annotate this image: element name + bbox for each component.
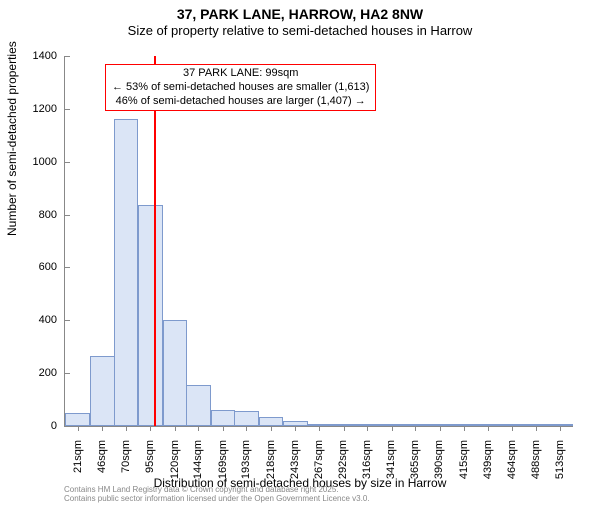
histogram-bar xyxy=(163,320,188,426)
x-tick xyxy=(223,426,224,431)
histogram-bar xyxy=(114,119,139,426)
y-tick-label: 400 xyxy=(39,314,57,326)
x-tick xyxy=(464,426,465,431)
x-tick-label: 390sqm xyxy=(434,440,446,479)
x-tick xyxy=(560,426,561,431)
y-tick xyxy=(65,320,70,321)
annotation-line2: ← 53% of semi-detached houses are smalle… xyxy=(112,81,369,95)
y-tick-label: 800 xyxy=(39,209,57,221)
x-tick xyxy=(198,426,199,431)
x-tick xyxy=(367,426,368,431)
x-tick-label: 292sqm xyxy=(338,440,350,479)
y-tick xyxy=(65,267,70,268)
x-tick xyxy=(536,426,537,431)
x-tick-label: 218sqm xyxy=(265,440,277,479)
x-tick xyxy=(344,426,345,431)
x-tick-label: 144sqm xyxy=(192,440,204,479)
annotation-line1: 37 PARK LANE: 99sqm xyxy=(112,67,369,81)
x-tick-label: 120sqm xyxy=(169,440,181,479)
histogram-bar xyxy=(186,385,211,426)
x-tick-label: 341sqm xyxy=(386,440,398,479)
x-tick-label: 267sqm xyxy=(313,440,325,479)
x-tick-label: 439sqm xyxy=(482,440,494,479)
x-tick-label: 70sqm xyxy=(120,440,132,473)
y-tick-label: 200 xyxy=(39,367,57,379)
y-tick-label: 600 xyxy=(39,261,57,273)
x-tick-label: 21sqm xyxy=(72,440,84,473)
chart-subtitle: Size of property relative to semi-detach… xyxy=(0,23,600,38)
x-tick xyxy=(126,426,127,431)
y-tick xyxy=(65,215,70,216)
y-tick xyxy=(65,373,70,374)
y-tick xyxy=(65,56,70,57)
y-tick-label: 1000 xyxy=(33,156,57,168)
y-axis-label: Number of semi-detached properties xyxy=(5,41,19,236)
chart-title: 37, PARK LANE, HARROW, HA2 8NW xyxy=(0,6,600,22)
x-tick-label: 513sqm xyxy=(554,440,566,479)
chart-plot-area: 020040060080010001200140021sqm46sqm70sqm… xyxy=(64,56,573,427)
y-tick xyxy=(65,109,70,110)
x-tick xyxy=(440,426,441,431)
x-tick-label: 169sqm xyxy=(217,440,229,479)
x-tick-label: 46sqm xyxy=(96,440,108,473)
x-tick xyxy=(271,426,272,431)
x-tick xyxy=(150,426,151,431)
histogram-bar xyxy=(65,413,90,426)
histogram-bar xyxy=(211,410,236,426)
y-tick-label: 0 xyxy=(51,420,57,432)
x-tick xyxy=(295,426,296,431)
attribution-text: Contains HM Land Registry data © Crown c… xyxy=(64,486,370,504)
annotation-box: 37 PARK LANE: 99sqm← 53% of semi-detache… xyxy=(105,64,376,111)
x-tick-label: 243sqm xyxy=(289,440,301,479)
x-tick-label: 95sqm xyxy=(144,440,156,473)
x-tick xyxy=(512,426,513,431)
x-tick-label: 415sqm xyxy=(458,440,470,479)
x-tick xyxy=(102,426,103,431)
x-tick xyxy=(246,426,247,431)
y-tick-label: 1400 xyxy=(33,50,57,62)
x-tick xyxy=(392,426,393,431)
y-tick-label: 1200 xyxy=(33,103,57,115)
histogram-bar xyxy=(234,411,259,426)
x-tick xyxy=(488,426,489,431)
annotation-line3: 46% of semi-detached houses are larger (… xyxy=(112,95,369,109)
x-tick-label: 464sqm xyxy=(506,440,518,479)
x-tick-label: 365sqm xyxy=(409,440,421,479)
y-tick xyxy=(65,426,70,427)
x-tick xyxy=(415,426,416,431)
x-tick xyxy=(78,426,79,431)
histogram-bar xyxy=(138,205,163,426)
x-tick xyxy=(319,426,320,431)
y-tick xyxy=(65,162,70,163)
histogram-bar xyxy=(90,356,115,426)
x-tick-label: 488sqm xyxy=(530,440,542,479)
x-tick-label: 193sqm xyxy=(240,440,252,479)
marker-line xyxy=(154,56,156,426)
x-tick-label: 316sqm xyxy=(361,440,373,479)
x-tick xyxy=(175,426,176,431)
histogram-bar xyxy=(259,417,284,426)
